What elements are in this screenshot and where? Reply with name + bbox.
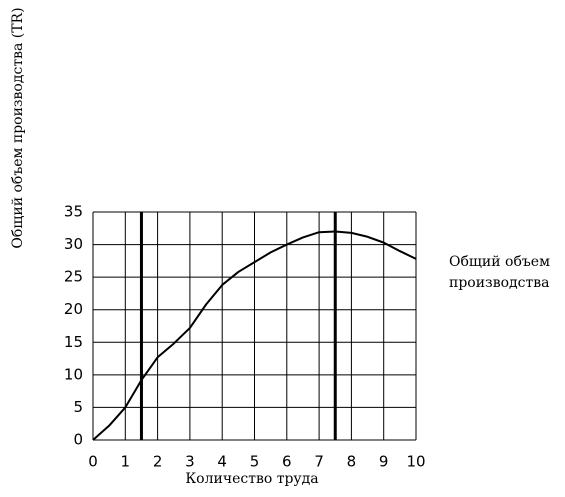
y-tick-label: 10	[64, 365, 83, 383]
y-axis-label: Общий объем производства (TR)	[10, 7, 26, 248]
y-tick-label: 5	[73, 398, 83, 416]
y-tick-label: 15	[64, 333, 83, 351]
x-tick-label: 10	[406, 453, 425, 471]
x-tick-label: 4	[217, 453, 227, 471]
x-tick-label: 3	[185, 453, 195, 471]
x-tick-label: 1	[121, 453, 131, 471]
x-tick-label: 5	[250, 453, 260, 471]
series-label: Общий объем производства	[449, 254, 550, 291]
x-tick-label: 9	[379, 453, 389, 471]
y-tick-label: 0	[73, 431, 83, 449]
x-tick-label: 6	[282, 453, 292, 471]
x-axis-label: Количество труда	[185, 471, 318, 487]
x-tick-label: 8	[347, 453, 357, 471]
x-tick-label: 2	[153, 453, 163, 471]
y-tick-label: 20	[64, 300, 83, 318]
line-series	[92, 230, 417, 441]
x-tick-label: 7	[314, 453, 324, 471]
y-tick-label: 25	[64, 268, 83, 286]
y-tick-label: 35	[64, 203, 83, 221]
x-tick-label: 0	[88, 453, 98, 471]
y-tick-label: 30	[64, 235, 83, 253]
